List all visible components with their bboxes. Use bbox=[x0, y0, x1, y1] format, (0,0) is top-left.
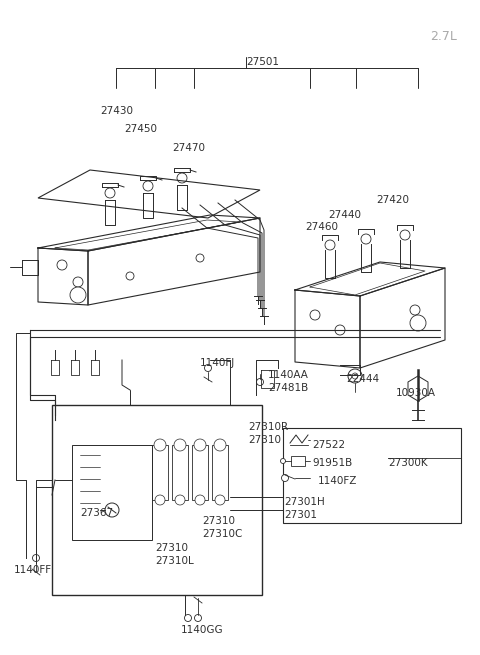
Bar bbox=[72, 445, 152, 540]
Circle shape bbox=[57, 260, 67, 270]
Circle shape bbox=[195, 495, 205, 505]
Text: 27310R: 27310R bbox=[248, 422, 288, 432]
Text: 1140FF: 1140FF bbox=[14, 565, 52, 575]
Text: 22444: 22444 bbox=[346, 374, 379, 384]
Text: 2.7L: 2.7L bbox=[430, 30, 457, 43]
Text: 27310C: 27310C bbox=[202, 529, 242, 539]
Bar bbox=[192, 445, 208, 500]
Text: 1140GG: 1140GG bbox=[181, 625, 224, 635]
Text: 27300K: 27300K bbox=[388, 458, 428, 468]
Circle shape bbox=[126, 272, 134, 280]
Text: 27301: 27301 bbox=[284, 510, 317, 520]
Text: 27367: 27367 bbox=[80, 508, 113, 518]
Text: 1140FZ: 1140FZ bbox=[318, 476, 358, 486]
Text: 27501: 27501 bbox=[246, 57, 279, 67]
Circle shape bbox=[280, 458, 286, 464]
Text: 27310: 27310 bbox=[202, 516, 235, 526]
Text: 27481B: 27481B bbox=[268, 383, 308, 393]
Text: 27301H: 27301H bbox=[284, 497, 325, 507]
Text: 27310: 27310 bbox=[155, 543, 188, 553]
Bar bbox=[172, 445, 188, 500]
Text: 1140FJ: 1140FJ bbox=[200, 358, 235, 368]
Text: 27310: 27310 bbox=[248, 435, 281, 445]
Circle shape bbox=[33, 555, 39, 561]
Circle shape bbox=[174, 439, 186, 451]
Text: 91951B: 91951B bbox=[312, 458, 352, 468]
Circle shape bbox=[196, 254, 204, 262]
Text: 27450: 27450 bbox=[124, 124, 157, 134]
Text: 27440: 27440 bbox=[328, 210, 361, 220]
Polygon shape bbox=[408, 376, 428, 401]
Text: 27470: 27470 bbox=[172, 143, 205, 153]
Circle shape bbox=[204, 364, 212, 371]
Circle shape bbox=[175, 495, 185, 505]
Circle shape bbox=[348, 369, 362, 383]
Circle shape bbox=[281, 474, 288, 481]
Bar bbox=[52, 405, 262, 595]
Text: 27420: 27420 bbox=[376, 195, 409, 205]
Circle shape bbox=[310, 310, 320, 320]
Circle shape bbox=[214, 439, 226, 451]
Bar bbox=[291, 456, 305, 466]
Text: 27310L: 27310L bbox=[155, 556, 194, 566]
Circle shape bbox=[256, 379, 264, 386]
Circle shape bbox=[410, 305, 420, 315]
Text: 10930A: 10930A bbox=[396, 388, 436, 398]
Circle shape bbox=[155, 495, 165, 505]
Circle shape bbox=[194, 614, 202, 622]
Text: 1140AA: 1140AA bbox=[268, 370, 309, 380]
Circle shape bbox=[73, 277, 83, 287]
Circle shape bbox=[410, 315, 426, 331]
Circle shape bbox=[352, 373, 358, 379]
Text: 27430: 27430 bbox=[100, 106, 133, 116]
Circle shape bbox=[184, 614, 192, 622]
Text: 27522: 27522 bbox=[312, 440, 345, 450]
Circle shape bbox=[194, 439, 206, 451]
Bar bbox=[283, 428, 461, 523]
Circle shape bbox=[215, 495, 225, 505]
Bar bbox=[152, 445, 168, 500]
Bar bbox=[212, 445, 228, 500]
Circle shape bbox=[105, 503, 119, 517]
Circle shape bbox=[70, 287, 86, 303]
Circle shape bbox=[154, 439, 166, 451]
Circle shape bbox=[335, 325, 345, 335]
Text: 27460: 27460 bbox=[305, 222, 338, 232]
